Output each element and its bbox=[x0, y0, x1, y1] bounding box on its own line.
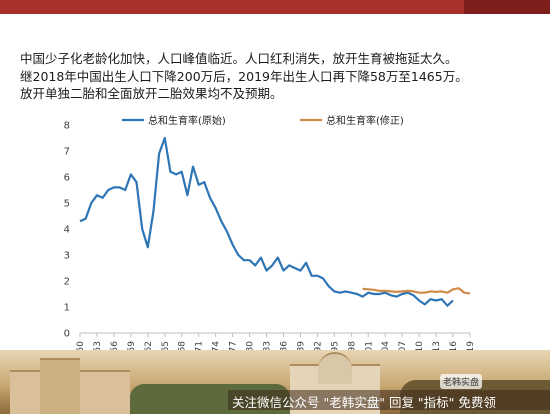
x-tick-label: 1998 bbox=[347, 341, 357, 358]
x-tick-label: 1959 bbox=[127, 341, 137, 358]
x-tick-label: 1968 bbox=[178, 341, 188, 358]
x-tick-label: 1983 bbox=[263, 341, 273, 358]
x-tick-label: 2016 bbox=[449, 341, 459, 358]
x-tick-label: 1992 bbox=[313, 341, 323, 358]
legend-label-2: 总和生育率(修正) bbox=[326, 114, 404, 127]
x-tick-label: 1971 bbox=[195, 341, 205, 358]
intro-line-3: 放开单独二胎和全面放开二胎效果均不及预期。 bbox=[20, 86, 283, 101]
watermark-bar bbox=[228, 390, 550, 410]
y-tick-label: 4 bbox=[64, 225, 70, 236]
y-tick-label: 5 bbox=[64, 199, 70, 210]
x-tick-label: 2004 bbox=[381, 341, 391, 358]
x-tick-label: 1956 bbox=[110, 341, 120, 358]
series-line-2 bbox=[362, 287, 471, 295]
fertility-rate-chart: 0 1 2 3 4 5 6 7 8 1950 1953 1956 1959 1962 1965 1968 197… bbox=[64, 114, 476, 358]
x-tick-label: 1977 bbox=[229, 341, 239, 358]
intro-line-2: 继2018年中国出生人口下降200万后，2019年出生人口再下降58万至1465… bbox=[20, 68, 468, 84]
x-tick-label: 1980 bbox=[246, 341, 256, 358]
intro-line-1: 中国少子化老龄化加快，人口峰值临近。人口红利消失，放开生育被拖延太久。 bbox=[20, 51, 458, 66]
y-tick-label: 8 bbox=[64, 121, 70, 132]
legend-label-1: 总和生育率(原始) bbox=[148, 114, 226, 127]
y-tick-label: 2 bbox=[64, 277, 70, 288]
y-tick-label: 1 bbox=[64, 303, 70, 314]
y-tick-label: 7 bbox=[64, 147, 70, 158]
building-tower bbox=[40, 358, 80, 414]
x-tick-label: 2001 bbox=[364, 341, 374, 358]
top-accent-bar bbox=[0, 0, 550, 14]
x-tick-label: 2007 bbox=[398, 341, 408, 358]
y-tick-label: 6 bbox=[64, 173, 70, 184]
x-tick-label: 2013 bbox=[432, 341, 442, 358]
top-accent-bar-dark bbox=[464, 0, 550, 14]
series-line-1 bbox=[79, 136, 454, 307]
account-badge: 老韩实盘 bbox=[440, 374, 483, 389]
x-tick-label: 1995 bbox=[330, 341, 340, 358]
x-tick-label: 1965 bbox=[161, 341, 171, 358]
building-dome bbox=[318, 352, 352, 384]
watermark-text: 关注微信公众号 "老韩实盘" 回复 "指标" 免费领 bbox=[232, 395, 496, 410]
x-tick-label: 1986 bbox=[279, 341, 289, 358]
x-tick-label: 1989 bbox=[296, 341, 306, 358]
x-tick-label: 2019 bbox=[466, 341, 476, 358]
y-tick-label: 0 bbox=[64, 329, 70, 340]
x-tick-label: 1974 bbox=[212, 341, 222, 358]
x-tick-label: 1953 bbox=[93, 341, 103, 358]
x-tick-label: 1962 bbox=[144, 341, 154, 358]
x-tick-label: 2010 bbox=[415, 341, 425, 358]
x-tick-label: 1950 bbox=[76, 341, 86, 358]
intro-text: 中国少子化老龄化加快，人口峰值临近。人口红利消失，放开生育被拖延太久。 继201… bbox=[20, 50, 540, 103]
y-tick-label: 3 bbox=[64, 251, 70, 262]
